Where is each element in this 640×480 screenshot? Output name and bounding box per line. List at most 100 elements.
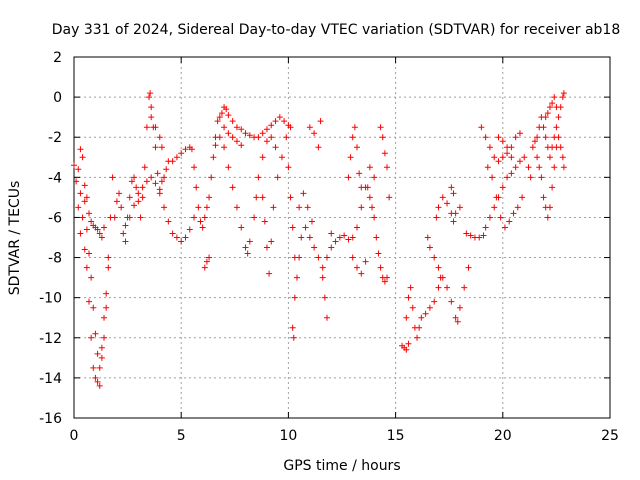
data-point bbox=[332, 238, 339, 245]
data-point bbox=[349, 234, 356, 241]
data-point bbox=[83, 226, 90, 233]
data-point bbox=[433, 214, 440, 221]
data-point bbox=[90, 364, 97, 371]
data-point bbox=[452, 314, 459, 321]
data-point bbox=[426, 304, 433, 311]
data-point bbox=[293, 274, 300, 281]
data-point bbox=[345, 236, 352, 243]
data-point bbox=[272, 118, 279, 125]
data-point bbox=[416, 324, 423, 331]
data-point bbox=[512, 164, 519, 171]
data-point bbox=[290, 334, 297, 341]
data-points bbox=[71, 90, 567, 389]
data-point bbox=[73, 178, 80, 185]
data-point bbox=[111, 214, 118, 221]
data-point bbox=[319, 264, 326, 271]
data-point bbox=[225, 112, 232, 119]
data-point bbox=[486, 144, 493, 151]
data-point bbox=[259, 194, 266, 201]
data-point bbox=[287, 124, 294, 131]
data-point bbox=[354, 144, 361, 151]
data-point bbox=[113, 198, 120, 205]
data-point bbox=[201, 264, 208, 271]
data-point bbox=[553, 124, 560, 131]
data-point bbox=[499, 138, 506, 145]
data-point bbox=[71, 162, 77, 169]
data-point bbox=[508, 154, 515, 161]
data-point bbox=[165, 218, 172, 225]
data-point bbox=[225, 130, 232, 137]
data-point bbox=[546, 204, 553, 211]
data-point bbox=[182, 146, 189, 153]
data-point bbox=[489, 174, 496, 181]
data-point bbox=[197, 218, 204, 225]
data-point bbox=[92, 374, 99, 381]
data-point bbox=[161, 204, 168, 211]
data-point bbox=[251, 214, 258, 221]
data-point bbox=[347, 154, 354, 161]
data-point bbox=[478, 124, 485, 131]
data-point bbox=[276, 114, 283, 121]
data-point bbox=[77, 190, 84, 197]
data-point bbox=[504, 144, 511, 151]
data-point bbox=[199, 224, 206, 231]
data-point bbox=[75, 166, 82, 173]
data-point bbox=[83, 194, 90, 201]
data-point bbox=[364, 184, 371, 191]
data-point bbox=[128, 178, 135, 185]
data-point bbox=[229, 118, 236, 125]
data-point bbox=[302, 224, 309, 231]
data-point bbox=[221, 124, 228, 131]
data-point bbox=[465, 264, 472, 271]
data-point bbox=[504, 150, 511, 157]
data-point bbox=[238, 224, 245, 231]
data-point bbox=[439, 194, 446, 201]
y-tick-label: -10 bbox=[39, 291, 62, 307]
x-tick-label: 10 bbox=[279, 428, 297, 444]
y-tick-labels: -16 -14 -12 -10 -8 -6 -4 -2 0 2 bbox=[39, 50, 62, 427]
data-point bbox=[126, 194, 133, 201]
data-point bbox=[188, 146, 195, 153]
data-point bbox=[203, 204, 210, 211]
data-point bbox=[444, 284, 451, 291]
data-point bbox=[255, 174, 262, 181]
data-point bbox=[266, 270, 273, 277]
data-point bbox=[103, 304, 110, 311]
data-point bbox=[356, 170, 363, 177]
y-tick-label: -2 bbox=[48, 130, 62, 146]
data-point bbox=[291, 294, 298, 301]
x-tick-labels: 0 5 10 15 20 25 bbox=[70, 428, 619, 444]
data-point bbox=[263, 126, 270, 133]
data-point bbox=[354, 264, 361, 271]
data-point bbox=[551, 94, 558, 101]
data-point bbox=[482, 224, 489, 231]
data-point bbox=[300, 190, 307, 197]
data-point bbox=[431, 254, 438, 261]
data-point bbox=[418, 314, 425, 321]
plot-frame bbox=[73, 56, 611, 419]
data-point bbox=[542, 114, 549, 121]
data-point bbox=[362, 258, 369, 265]
data-point bbox=[83, 264, 90, 271]
data-point bbox=[98, 354, 105, 361]
data-point bbox=[75, 204, 82, 211]
data-point bbox=[491, 154, 498, 161]
data-point bbox=[81, 246, 88, 253]
data-point bbox=[214, 118, 221, 125]
data-point bbox=[246, 132, 253, 139]
data-point bbox=[233, 138, 240, 145]
data-point bbox=[435, 264, 442, 271]
data-point bbox=[557, 144, 564, 151]
data-point bbox=[549, 100, 556, 107]
data-point bbox=[98, 234, 105, 241]
data-point bbox=[135, 198, 142, 205]
y-tick-label: 0 bbox=[53, 90, 62, 106]
data-point bbox=[358, 204, 365, 211]
data-point bbox=[377, 124, 384, 131]
data-point bbox=[229, 184, 236, 191]
data-point bbox=[169, 230, 176, 237]
data-point bbox=[450, 218, 457, 225]
data-point bbox=[98, 344, 105, 351]
data-point bbox=[122, 238, 129, 245]
data-point bbox=[405, 340, 412, 347]
